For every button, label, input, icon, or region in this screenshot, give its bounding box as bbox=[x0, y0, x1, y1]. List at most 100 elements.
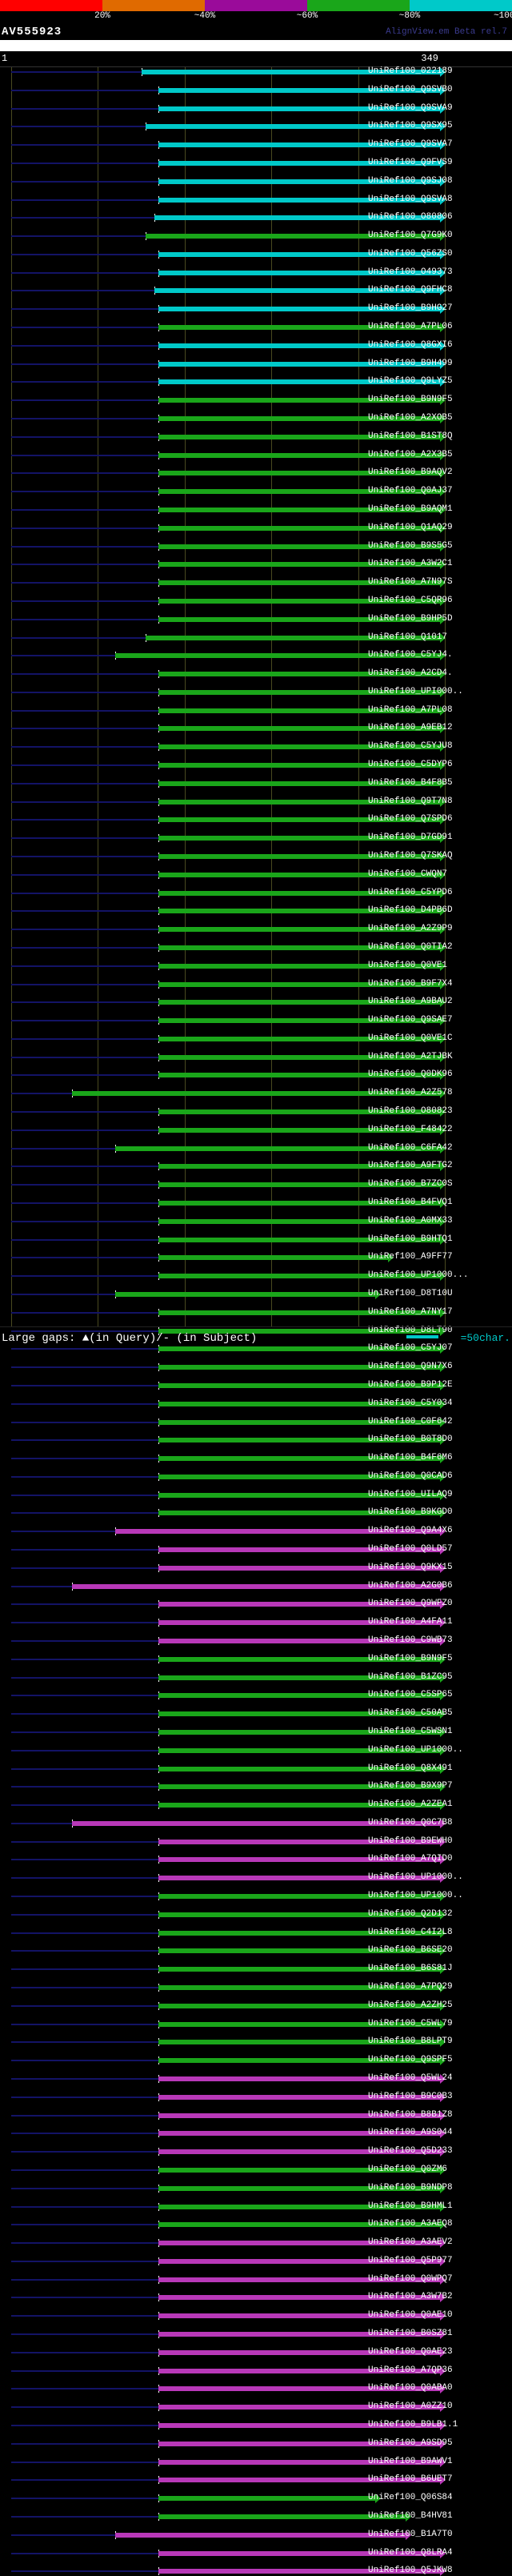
hit-accession-label[interactable]: UniRef100_Q9FHC8 bbox=[368, 285, 453, 295]
hit-accession-label[interactable]: UniRef100_A2G0B6 bbox=[368, 1581, 453, 1591]
hit-accession-label[interactable]: UniRef100_B9HP5D bbox=[368, 614, 453, 624]
hit-accession-label[interactable]: UniRef100_B6S81J bbox=[368, 1964, 453, 1973]
hit-accession-label[interactable]: UniRef100_Q9SVA7 bbox=[368, 139, 453, 149]
alignment-row[interactable]: UniRef100_B9LB1.1 bbox=[0, 2421, 512, 2430]
hit-accession-label[interactable]: UniRef100_Q9SPF5 bbox=[368, 2055, 453, 2064]
alignment-row[interactable]: UniRef100_Q0DK96 bbox=[0, 1070, 512, 1079]
alignment-row[interactable]: UniRef100_B9H499 bbox=[0, 359, 512, 368]
hit-accession-label[interactable]: UniRef100_Q9LYZ5 bbox=[368, 376, 453, 386]
alignment-row[interactable]: UniRef100_Q0VE1 bbox=[0, 961, 512, 970]
hit-accession-label[interactable]: UniRef100_Q0CAD6 bbox=[368, 1471, 453, 1481]
alignment-row[interactable]: UniRef100_B9P12E bbox=[0, 1381, 512, 1390]
alignment-row[interactable]: UniRef100_A2G0B6 bbox=[0, 1582, 512, 1591]
hit-accession-label[interactable]: UniRef100_Q9SVA9 bbox=[368, 103, 453, 113]
alignment-row[interactable]: UniRef100_A9FTG2 bbox=[0, 1162, 512, 1170]
hit-accession-label[interactable]: UniRef100_A2ZH25 bbox=[368, 2000, 453, 2010]
hit-accession-label[interactable]: UniRef100_C6FA42 bbox=[368, 1143, 453, 1153]
hit-accession-label[interactable]: UniRef100_UP1000... bbox=[368, 1270, 468, 1280]
alignment-row[interactable]: UniRef100_Q5D233 bbox=[0, 2147, 512, 2156]
alignment-row[interactable]: UniRef100_Q9A4X6 bbox=[0, 1527, 512, 1535]
alignment-row[interactable]: UniRef100_Q9KX15 bbox=[0, 1563, 512, 1572]
alignment-row[interactable]: UniRef100_Q1AQ29 bbox=[0, 524, 512, 532]
alignment-row[interactable]: UniRef100_UP1000... bbox=[0, 1271, 512, 1280]
alignment-row[interactable]: UniRef100_A9EB12 bbox=[0, 724, 512, 732]
alignment-row[interactable]: UniRef100_022189 bbox=[0, 67, 512, 76]
hit-accession-label[interactable]: UniRef100_C5QR96 bbox=[368, 596, 453, 605]
hit-accession-label[interactable]: UniRef100_B9S5G5 bbox=[368, 541, 453, 551]
alignment-row[interactable]: UniRef100_B8B1Z8 bbox=[0, 2111, 512, 2120]
alignment-row[interactable]: UniRef100_B9N9F5 bbox=[0, 395, 512, 404]
hit-accession-label[interactable]: UniRef100_B1ZC95 bbox=[368, 1672, 453, 1682]
hit-accession-label[interactable]: UniRef100_Q0AE10 bbox=[368, 2310, 453, 2320]
alignment-row[interactable]: UniRef100_C5YJ4. bbox=[0, 651, 512, 660]
hit-accession-label[interactable]: UniRef100_A2ZEA1 bbox=[368, 1800, 453, 1809]
alignment-row[interactable]: UniRef100_A2TJBK bbox=[0, 1053, 512, 1061]
hit-accession-label[interactable]: UniRef100_B4F6M6 bbox=[368, 1453, 453, 1463]
hit-accession-label[interactable]: UniRef100_C5DYP6 bbox=[368, 760, 453, 769]
alignment-row[interactable]: UniRef100_B9AWV1 bbox=[0, 2458, 512, 2466]
alignment-row[interactable]: UniRef100_A3AEV2 bbox=[0, 2238, 512, 2247]
alignment-row[interactable]: UniRef100_Q0AE23 bbox=[0, 2348, 512, 2357]
alignment-row[interactable]: UniRef100_C5WL79 bbox=[0, 2020, 512, 2028]
hit-accession-label[interactable]: UniRef100_Q9KX15 bbox=[368, 1563, 453, 1572]
hit-accession-label[interactable]: UniRef100_B9F7X4 bbox=[368, 979, 453, 989]
alignment-row[interactable]: UniRef100_A3W7B2 bbox=[0, 2293, 512, 2301]
alignment-row[interactable]: UniRef100_B9AQV2 bbox=[0, 468, 512, 477]
alignment-row[interactable]: UniRef100_A2X3B5 bbox=[0, 451, 512, 459]
alignment-row[interactable]: UniRef100_Q9SVA7 bbox=[0, 140, 512, 149]
hit-accession-label[interactable]: UniRef100_B9N9F5 bbox=[368, 1654, 453, 1663]
identity-hit-bar[interactable] bbox=[115, 1292, 375, 1297]
alignment-row[interactable]: UniRef100_C5YJU8 bbox=[0, 742, 512, 751]
hit-accession-label[interactable]: UniRef100_B9NDP8 bbox=[368, 2183, 453, 2193]
alignment-row[interactable]: UniRef100_Q9SPF5 bbox=[0, 2056, 512, 2064]
hit-accession-label[interactable]: UniRef100_CWQN7 bbox=[368, 869, 447, 879]
hit-accession-label[interactable]: UniRef100_Q0ZM6 bbox=[368, 2165, 447, 2174]
alignment-row[interactable]: UniRef100_Q9SVA9 bbox=[0, 104, 512, 113]
alignment-row[interactable]: UniRef100_B9KGD0 bbox=[0, 1508, 512, 1517]
alignment-row[interactable]: UniRef100_A0MX33 bbox=[0, 1217, 512, 1226]
hit-accession-label[interactable]: UniRef100_Q1017 bbox=[368, 632, 447, 642]
hit-accession-label[interactable]: UniRef100_C9WB73 bbox=[368, 1635, 453, 1645]
alignment-row[interactable]: UniRef100_A2CD4. bbox=[0, 669, 512, 678]
hit-accession-label[interactable]: UniRef100_A9EB12 bbox=[368, 723, 453, 732]
alignment-row[interactable]: UniRef100_C5DYP6 bbox=[0, 760, 512, 769]
hit-accession-label[interactable]: UniRef100_Q8GXI6 bbox=[368, 340, 453, 350]
alignment-row[interactable]: UniRef100_B9HML1 bbox=[0, 2202, 512, 2211]
alignment-row[interactable]: UniRef100_Q9T7N8 bbox=[0, 797, 512, 806]
alignment-row[interactable]: UniRef100_O80806 bbox=[0, 213, 512, 222]
hit-accession-label[interactable]: UniRef100_Q2D132 bbox=[368, 1909, 453, 1919]
alignment-row[interactable]: UniRef100_B9HTQ1 bbox=[0, 1235, 512, 1244]
alignment-row[interactable]: UniRef100_UP1000.. bbox=[0, 1746, 512, 1755]
alignment-row[interactable]: UniRef100_A3AEQ8 bbox=[0, 2220, 512, 2229]
hit-accession-label[interactable]: UniRef100_A2XOB5 bbox=[368, 413, 453, 423]
alignment-row[interactable]: UniRef100_A7PL08 bbox=[0, 706, 512, 715]
hit-accession-label[interactable]: UniRef100_B9P12E bbox=[368, 1380, 453, 1390]
hit-accession-label[interactable]: UniRef100_A7N97S bbox=[368, 577, 453, 587]
hit-accession-label[interactable]: UniRef100_A3W7B2 bbox=[368, 2292, 453, 2301]
alignment-row[interactable]: UniRef100_B9C0B3 bbox=[0, 2092, 512, 2101]
alignment-row[interactable]: UniRef100_B4F8B5 bbox=[0, 779, 512, 788]
hit-accession-label[interactable]: UniRef100_A9FTG2 bbox=[368, 1161, 453, 1170]
hit-accession-label[interactable]: UniRef100_Q0ABA0 bbox=[368, 2383, 453, 2393]
alignment-row[interactable]: UniRef100_A2ZEA1 bbox=[0, 1800, 512, 1809]
hit-accession-label[interactable]: UniRef100_Q9N7X6 bbox=[368, 1362, 453, 1371]
hit-accession-label[interactable]: UniRef100_B0T8D0 bbox=[368, 1434, 453, 1444]
hit-accession-label[interactable]: UniRef100_Q0AJ37 bbox=[368, 486, 453, 496]
hit-accession-label[interactable]: UniRef100_F48422 bbox=[368, 1125, 453, 1134]
alignment-row[interactable]: UniRef100_Q9WFZ0 bbox=[0, 1599, 512, 1608]
hit-accession-label[interactable]: UniRef100_Q5D233 bbox=[368, 2146, 453, 2156]
hit-accession-label[interactable]: UniRef100_Q9T7N8 bbox=[368, 796, 453, 806]
hit-accession-label[interactable]: UniRef100_Q7SKAQ bbox=[368, 851, 453, 861]
alignment-row[interactable]: UniRef100_B4FVQ1 bbox=[0, 1198, 512, 1207]
alignment-row[interactable]: UniRef100_C0F642 bbox=[0, 1418, 512, 1426]
alignment-row[interactable]: UniRef100_C5WSN1 bbox=[0, 1727, 512, 1736]
hit-accession-label[interactable]: UniRef100_A2TJBK bbox=[368, 1052, 453, 1061]
hit-accession-label[interactable]: UniRef100_A9BAU2 bbox=[368, 997, 453, 1006]
alignment-row[interactable]: UniRef100_A7N97S bbox=[0, 578, 512, 587]
alignment-row[interactable]: UniRef100_A2XOB5 bbox=[0, 414, 512, 423]
alignment-row[interactable]: UniRef100_C5YPD6 bbox=[0, 889, 512, 897]
hit-accession-label[interactable]: UniRef100_Q1AQ29 bbox=[368, 523, 453, 532]
alignment-row[interactable]: UniRef100_Q5JKW8 bbox=[0, 2566, 512, 2575]
hit-accession-label[interactable]: UniRef100_A2CD4. bbox=[368, 668, 453, 678]
hit-accession-label[interactable]: UniRef100_B9X9P7 bbox=[368, 1781, 453, 1791]
